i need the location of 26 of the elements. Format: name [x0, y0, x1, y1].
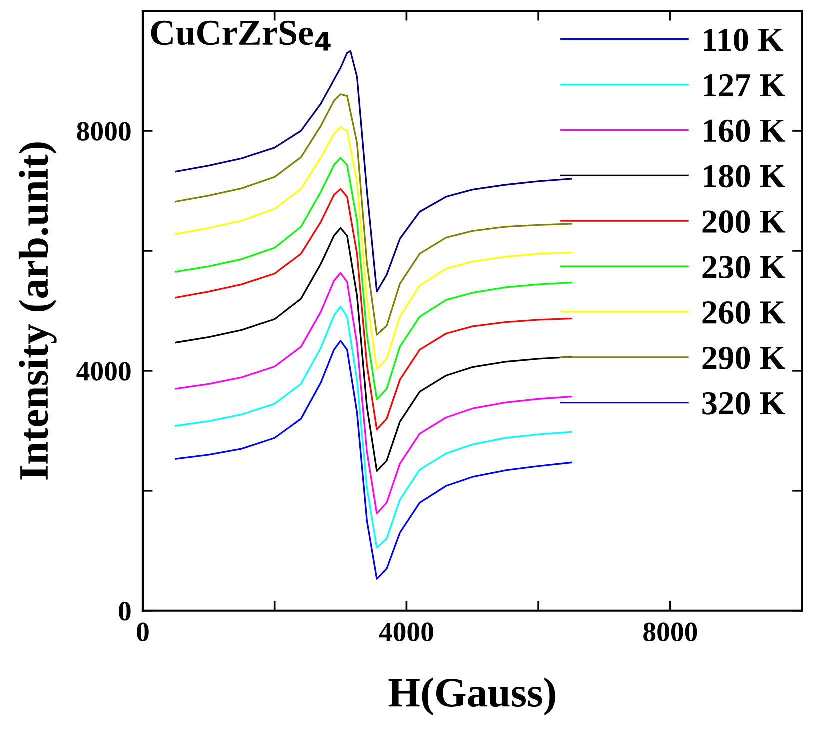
y-tick-label: 4000 — [76, 362, 131, 381]
y-tick-label: 8000 — [77, 122, 131, 141]
legend-label: 320 K — [702, 392, 786, 415]
legend-label: 110 K — [704, 28, 784, 52]
line-series — [175, 126, 572, 370]
annotation: CuCrZrSe$_{4}$ — [151, 20, 331, 51]
line-series — [175, 157, 572, 401]
line-series — [175, 306, 572, 549]
line-series — [175, 188, 572, 431]
legend-label: 160 K — [704, 120, 786, 142]
x-tick-label: 8000 — [644, 622, 698, 642]
x-tick-label: 4000 — [379, 622, 434, 642]
line-series — [175, 272, 572, 515]
legend-label: 260 K — [702, 301, 786, 324]
legend-label: 200 K — [702, 210, 786, 234]
y-axis-title: Intensity (arb.unit) — [18, 142, 57, 480]
x-tick-label: 0 — [137, 622, 149, 642]
line-series — [175, 50, 572, 293]
legend-label: 127 K — [704, 74, 786, 96]
y-tick-label: 0 — [119, 602, 131, 621]
line-series — [175, 340, 572, 580]
x-axis-title: H(Gauss) — [388, 678, 556, 716]
legend-label: 230 K — [702, 256, 786, 279]
line-series — [175, 94, 572, 336]
legend-label: 180 K — [704, 165, 786, 188]
legend-label: 290 K — [702, 346, 786, 370]
